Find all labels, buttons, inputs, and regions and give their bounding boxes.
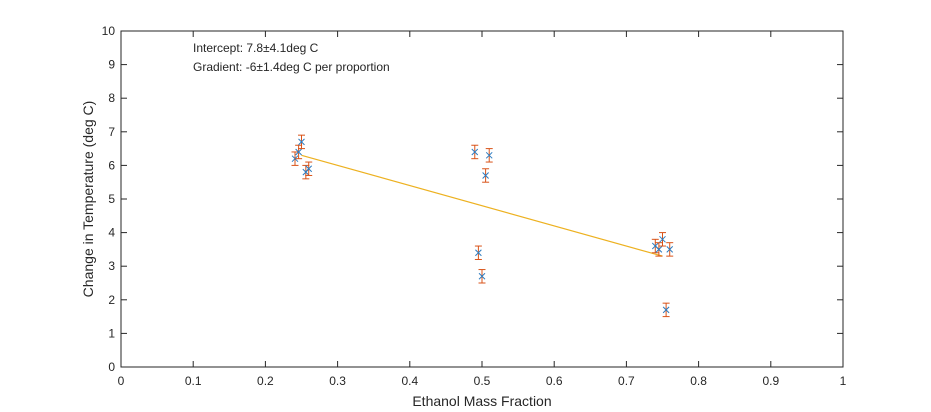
y-tick-label: 6 bbox=[108, 158, 115, 172]
data-point bbox=[298, 138, 305, 146]
plot-content bbox=[291, 134, 674, 318]
y-tick-label: 0 bbox=[108, 360, 115, 374]
x-axis-ticks: 0 0.1 0.2 0.3 0.4 0.5 0.6 0.7 0.8 0.9 1 bbox=[118, 31, 847, 388]
y-tick-label: 4 bbox=[108, 226, 115, 240]
y-tick-label: 3 bbox=[108, 259, 115, 273]
annotation-gradient: Gradient: -6±1.4deg C per proportion bbox=[193, 60, 390, 74]
x-tick-label: 0.8 bbox=[690, 374, 707, 388]
x-tick-label: 0.6 bbox=[546, 374, 563, 388]
y-axis-ticks: 0 1 2 3 4 5 6 7 8 9 10 bbox=[102, 24, 843, 374]
x-tick-label: 0.2 bbox=[257, 374, 274, 388]
y-tick-label: 5 bbox=[108, 192, 115, 206]
annotation-intercept: Intercept: 7.8±4.1deg C bbox=[193, 41, 319, 55]
y-tick-label: 1 bbox=[108, 326, 115, 340]
y-axis-label: Change in Temperature (deg C) bbox=[80, 101, 96, 298]
plot-area bbox=[121, 31, 843, 367]
x-tick-label: 0.1 bbox=[185, 374, 202, 388]
x-tick-label: 0.7 bbox=[618, 374, 635, 388]
fit-line bbox=[301, 154, 663, 257]
x-tick-label: 0.5 bbox=[474, 374, 491, 388]
data-point bbox=[475, 249, 482, 257]
data-point bbox=[655, 246, 663, 253]
x-axis-label: Ethanol Mass Fraction bbox=[412, 393, 551, 409]
x-tick-label: 0.3 bbox=[329, 374, 346, 388]
data-point bbox=[305, 165, 313, 173]
x-tick-label: 0 bbox=[118, 374, 125, 388]
data-point bbox=[485, 151, 493, 159]
data-point bbox=[666, 246, 674, 253]
y-tick-label: 8 bbox=[108, 91, 115, 105]
data-point bbox=[295, 148, 302, 156]
y-tick-label: 10 bbox=[102, 24, 116, 38]
data-point bbox=[482, 172, 489, 179]
data-point bbox=[291, 155, 299, 163]
y-tick-label: 7 bbox=[108, 125, 115, 139]
data-point bbox=[471, 148, 479, 156]
y-tick-label: 2 bbox=[108, 293, 115, 307]
y-tick-label: 9 bbox=[108, 58, 115, 72]
data-point bbox=[478, 272, 486, 280]
x-tick-label: 0.4 bbox=[401, 374, 418, 388]
x-tick-label: 1 bbox=[840, 374, 847, 388]
data-point bbox=[662, 306, 670, 314]
x-tick-label: 0.9 bbox=[762, 374, 779, 388]
data-point bbox=[659, 235, 666, 243]
